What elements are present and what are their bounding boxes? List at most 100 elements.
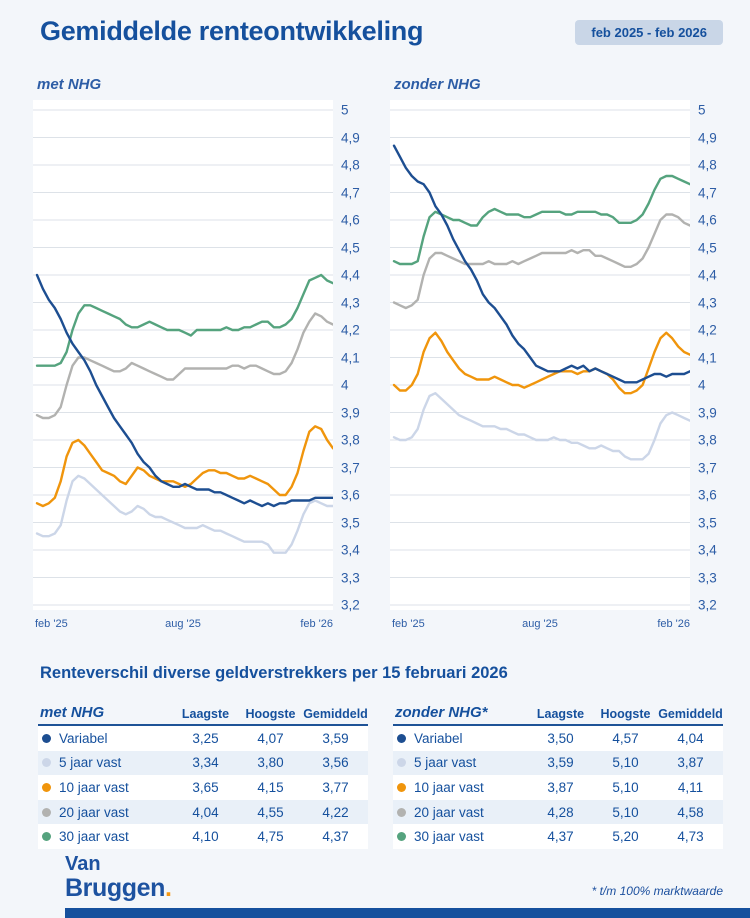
y-tick-label: 4,8	[698, 157, 717, 173]
y-tick-label: 4,7	[698, 185, 717, 200]
table-row: 20 jaar vast 4,04 4,55 4,22	[38, 799, 368, 825]
row-label: Variabel	[59, 730, 108, 746]
row-label: 20 jaar vast	[414, 804, 484, 820]
series-dot-5jaar	[42, 758, 51, 768]
cell-gemiddeld: 3,59	[322, 730, 349, 746]
table-row: 5 jaar vast 3,34 3,80 3,56	[38, 750, 368, 776]
series-line-jaar10	[392, 331, 690, 395]
x-tick-start: feb '25	[392, 618, 425, 630]
logo-orange-dot: .	[164, 874, 172, 902]
y-tick-label: 3,8	[341, 432, 360, 448]
y-tick-label: 4,2	[341, 322, 360, 338]
table-row: 5 jaar vast 3,59 5,10 3,87	[393, 750, 723, 776]
table-row: Variabel 3,25 4,07 3,59	[38, 726, 368, 751]
col-hoogste: Hoogste	[245, 707, 296, 721]
y-tick-label: 3,4	[698, 542, 717, 558]
y-tick-label: 3,9	[698, 405, 717, 420]
series-line-variabel	[35, 273, 333, 508]
series-dot-5jaar	[397, 758, 406, 768]
chart-title-zonder-nhg: zonder NHG	[394, 76, 481, 93]
y-tick-label: 3,5	[341, 515, 360, 530]
cell-gemiddeld: 4,58	[677, 804, 704, 820]
series-line-jaar20	[35, 312, 333, 420]
table-row: 30 jaar vast 4,10 4,75 4,37	[38, 824, 368, 849]
plot-area: 5 4,9 4,8 4,7 4,6 4,5 4,4 4,3 4,2 4,1 4 3,9 3,8 3,7 3,…	[33, 100, 368, 640]
cell-laagste: 3,25	[192, 730, 219, 746]
rate-table-zonder-nhg: zonder NHG* Laagste Hoogste Gemiddeld Va…	[393, 697, 723, 849]
cell-gemiddeld: 4,73	[677, 829, 704, 845]
y-axis-labels: 5 4,9 4,8 4,7 4,6 4,5 4,4 4,3 4,2 4,1 4 3,9 3,8 3,7 3,…	[698, 100, 728, 613]
table-title: met NHG	[40, 704, 105, 721]
y-tick-label: 4,2	[698, 322, 717, 338]
cell-hoogste: 3,80	[257, 755, 284, 771]
rate-table-met-nhg: met NHG Laagste Hoogste Gemiddeld Variab…	[38, 697, 368, 849]
row-label: 20 jaar vast	[59, 804, 129, 820]
logo-text-van: Van	[65, 853, 101, 875]
series-dot-variabel	[42, 733, 51, 743]
table-title: zonder NHG*	[395, 704, 488, 721]
period-badge: feb 2025 - feb 2026	[575, 20, 723, 45]
header: Gemiddelde renteontwikkeling feb 2025 - …	[40, 16, 723, 56]
cell-gemiddeld: 3,87	[677, 755, 704, 771]
y-tick-label: 4,1	[698, 350, 717, 365]
y-tick-label: 4	[698, 377, 706, 393]
row-label: 10 jaar vast	[414, 779, 484, 795]
row-label: 10 jaar vast	[59, 779, 129, 795]
y-tick-label: 4,4	[341, 267, 360, 283]
series-line-jaar10	[35, 425, 333, 508]
series-dot-30jaar	[397, 832, 406, 842]
series-line-jaar5	[392, 392, 690, 461]
table-row: 10 jaar vast 3,87 5,10 4,11	[393, 775, 723, 800]
tables-row: met NHG Laagste Hoogste Gemiddeld Variab…	[38, 697, 723, 849]
col-laagste: Laagste	[181, 707, 230, 721]
series-dot-30jaar	[42, 832, 51, 842]
col-hoogste: Hoogste	[600, 707, 651, 721]
y-tick-label: 4,3	[698, 295, 717, 310]
cell-hoogste: 4,15	[257, 779, 284, 795]
table-header: zonder NHG* Laagste Hoogste Gemiddeld	[393, 697, 723, 726]
cell-laagste: 3,50	[547, 730, 574, 746]
x-tick-end: feb '26	[657, 618, 690, 630]
row-label: 30 jaar vast	[59, 829, 129, 845]
plot-area: 5 4,9 4,8 4,7 4,6 4,5 4,4 4,3 4,2 4,1 4 3,9 3,8 3,7 3,…	[390, 100, 725, 640]
y-tick-label: 3,6	[341, 487, 360, 503]
y-tick-label: 4,5	[698, 240, 717, 255]
y-axis-labels: 5 4,9 4,8 4,7 4,6 4,5 4,4 4,3 4,2 4,1 4 3,9 3,8 3,7 3,…	[341, 100, 371, 613]
y-tick-label: 4,5	[341, 240, 360, 255]
x-tick-mid: aug '25	[522, 618, 558, 630]
y-tick-label: 4,8	[341, 157, 360, 173]
y-tick-label: 3,6	[698, 487, 717, 503]
cell-laagste: 3,65	[192, 779, 219, 795]
y-tick-label: 3,3	[698, 570, 717, 585]
row-label: 5 jaar vast	[414, 755, 477, 771]
footnote: * t/m 100% marktwaarde	[591, 884, 723, 898]
x-tick-end: feb '26	[300, 618, 333, 630]
cell-laagste: 4,28	[547, 804, 574, 820]
cell-hoogste: 4,07	[257, 730, 284, 746]
y-tick-label: 4,1	[341, 350, 360, 365]
table-row: 20 jaar vast 4,28 5,10 4,58	[393, 799, 723, 825]
line-chart-canvas	[33, 100, 333, 610]
row-label: Variabel	[414, 730, 463, 746]
series-line-jaar20	[392, 213, 690, 310]
y-tick-label: 5	[698, 102, 706, 118]
cell-laagste: 4,04	[192, 804, 219, 820]
series-dot-20jaar	[397, 807, 406, 817]
row-label: 30 jaar vast	[414, 829, 484, 845]
table-section-title: Renteverschil diverse geldverstrekkers p…	[40, 664, 508, 682]
chart-met-nhg: met NHG 5 4,9 4,8 4,7 4,6 4,5 4,4 4,3 4,2 4,1 4 3,9…	[33, 76, 368, 640]
y-tick-label: 3,2	[698, 597, 717, 613]
series-line-jaar5	[35, 474, 333, 554]
x-tick-start: feb '25	[35, 618, 68, 630]
series-dot-10jaar	[397, 782, 406, 792]
y-tick-label: 5	[341, 102, 349, 118]
cell-laagste: 3,34	[192, 755, 219, 771]
cell-laagste: 4,10	[192, 829, 219, 845]
series-line-jaar30	[392, 174, 690, 266]
cell-hoogste: 5,10	[612, 779, 639, 795]
y-tick-label: 3,2	[341, 597, 360, 613]
brand-bottom-bar	[65, 908, 750, 918]
cell-laagste: 3,87	[547, 779, 574, 795]
chart-title-met-nhg: met NHG	[37, 76, 102, 93]
